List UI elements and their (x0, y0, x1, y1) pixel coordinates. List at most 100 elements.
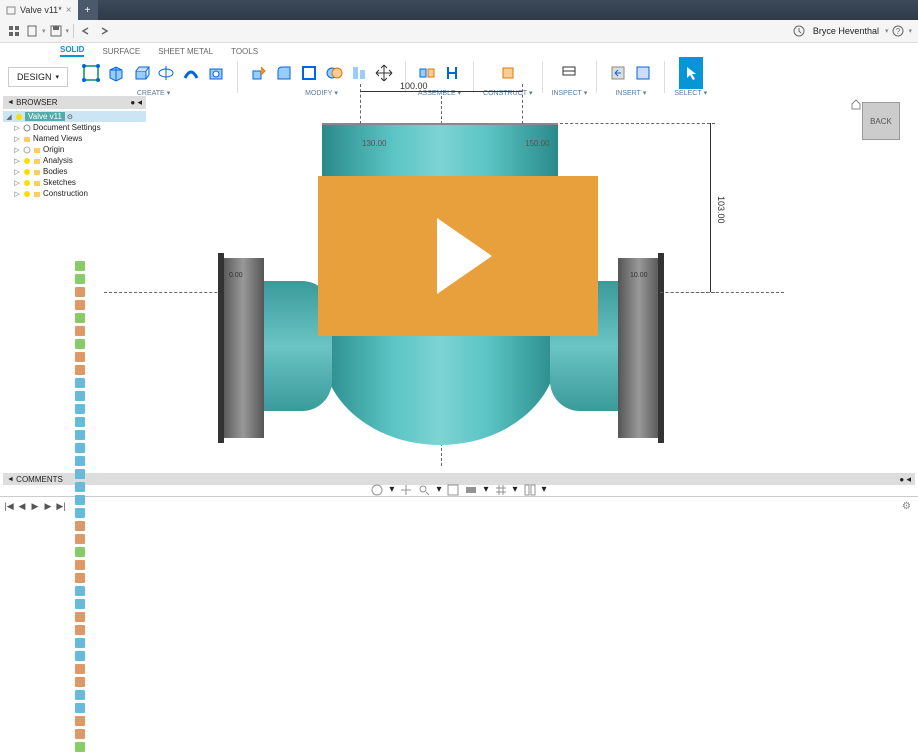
timeline-feature[interactable] (73, 571, 86, 584)
timeline-feature[interactable] (73, 337, 86, 350)
timeline-feature[interactable] (73, 675, 86, 688)
tab-tools[interactable]: TOOLS (231, 47, 258, 57)
timeline-feature[interactable] (73, 649, 86, 662)
timeline-feature[interactable] (73, 662, 86, 675)
visibility-icon[interactable] (23, 168, 31, 176)
timeline-prev[interactable]: ◀ (16, 500, 28, 512)
timeline-settings-icon[interactable]: ⚙ (902, 501, 914, 513)
tree-item-bodies[interactable]: ▷Bodies (3, 166, 146, 177)
timeline-feature[interactable] (73, 311, 86, 324)
viewports-icon[interactable] (524, 484, 536, 496)
grid-icon[interactable] (495, 484, 507, 496)
combine-button[interactable] (322, 57, 346, 89)
timeline-feature[interactable] (73, 454, 86, 467)
inspect-button[interactable] (557, 57, 581, 89)
zoom-icon[interactable] (418, 484, 430, 496)
display-icon[interactable] (465, 484, 477, 496)
timeline-feature[interactable] (73, 597, 86, 610)
pan-icon[interactable] (400, 484, 412, 496)
timeline-feature[interactable] (73, 389, 86, 402)
timeline-feature[interactable] (73, 558, 86, 571)
timeline-feature[interactable] (73, 740, 86, 753)
timeline-feature[interactable] (73, 415, 86, 428)
tree-item-namedviews[interactable]: ▷Named Views (3, 133, 146, 144)
timeline-feature[interactable] (73, 584, 86, 597)
timeline-feature[interactable] (73, 402, 86, 415)
undo-icon[interactable] (78, 23, 94, 39)
tree-root[interactable]: ◢Valve v11⊙ (3, 111, 146, 122)
timeline-feature[interactable] (73, 363, 86, 376)
timeline-feature[interactable] (73, 428, 86, 441)
tree-item-docsettings[interactable]: ▷Document Settings (3, 122, 146, 133)
browser-pin-icon[interactable]: ● (130, 98, 135, 107)
insert2-button[interactable] (631, 57, 655, 89)
hole-button[interactable] (204, 57, 228, 89)
document-tab[interactable]: Valve v11* × (0, 0, 78, 20)
fit-icon[interactable] (447, 484, 459, 496)
insert-button[interactable] (606, 57, 630, 89)
timeline-feature[interactable] (73, 285, 86, 298)
tree-item-construction[interactable]: ▷Construction (3, 188, 146, 199)
timeline-feature[interactable] (73, 701, 86, 714)
timeline-feature[interactable] (73, 272, 86, 285)
timeline-feature[interactable] (73, 532, 86, 545)
save-icon[interactable] (48, 23, 64, 39)
timeline-next[interactable]: ▶ (42, 500, 54, 512)
revolve-button[interactable] (154, 57, 178, 89)
redo-icon[interactable] (96, 23, 112, 39)
viewcube[interactable]: BACK (862, 102, 900, 140)
select-button[interactable] (679, 57, 703, 89)
browser-close-icon[interactable]: ◂ (137, 97, 142, 108)
timeline-feature[interactable] (73, 324, 86, 337)
tab-sheetmetal[interactable]: SHEET METAL (158, 47, 213, 57)
timeline-start[interactable]: |◀ (3, 500, 15, 512)
timeline-feature[interactable] (73, 623, 86, 636)
timeline-feature[interactable] (73, 545, 86, 558)
tree-item-sketches[interactable]: ▷Sketches (3, 177, 146, 188)
shell-button[interactable] (297, 57, 321, 89)
home-view-icon[interactable] (850, 98, 862, 110)
timeline-feature[interactable] (73, 636, 86, 649)
orbit-icon[interactable] (371, 484, 383, 496)
visibility-icon[interactable] (23, 179, 31, 187)
sweep-button[interactable] (179, 57, 203, 89)
workspace-switcher[interactable]: DESIGN▾ (8, 67, 68, 87)
timeline-feature[interactable] (73, 493, 86, 506)
tab-surface[interactable]: SURFACE (102, 47, 140, 57)
timeline-feature[interactable] (73, 259, 86, 272)
video-play-button[interactable] (318, 176, 598, 336)
help-icon[interactable]: ? (890, 23, 906, 39)
timeline-feature[interactable] (73, 441, 86, 454)
timeline-feature[interactable] (73, 350, 86, 363)
timeline-feature[interactable] (73, 467, 86, 480)
timeline-feature[interactable] (73, 610, 86, 623)
timeline-end[interactable]: ▶| (55, 500, 67, 512)
new-tab-button[interactable]: + (78, 0, 98, 20)
close-tab-icon[interactable]: × (66, 5, 72, 16)
visibility-icon[interactable] (15, 113, 23, 121)
timeline-feature[interactable] (73, 519, 86, 532)
timeline-feature[interactable] (73, 480, 86, 493)
visibility-icon[interactable] (23, 157, 31, 165)
sketch-button[interactable] (79, 57, 103, 89)
timeline-feature[interactable] (73, 506, 86, 519)
timeline-feature[interactable] (73, 714, 86, 727)
fillet-button[interactable] (272, 57, 296, 89)
tree-item-origin[interactable]: ▷Origin (3, 144, 146, 155)
browser-header[interactable]: ◄ BROWSER ● ◂ (3, 96, 146, 109)
timeline-feature[interactable] (73, 727, 86, 740)
joint-button[interactable] (440, 57, 464, 89)
grid-icon[interactable] (6, 23, 22, 39)
timeline-play[interactable]: ▶ (29, 500, 41, 512)
visibility-icon[interactable] (23, 190, 31, 198)
timeline-feature[interactable] (73, 298, 86, 311)
user-name[interactable]: Bryce Heventhal (809, 26, 883, 36)
tab-solid[interactable]: SOLID (60, 45, 84, 57)
extrude-button[interactable] (129, 57, 153, 89)
visibility-icon[interactable] (23, 146, 31, 154)
pressull-button[interactable] (247, 57, 271, 89)
tree-item-analysis[interactable]: ▷Analysis (3, 155, 146, 166)
file-icon[interactable] (24, 23, 40, 39)
timeline-feature[interactable] (73, 376, 86, 389)
clock-icon[interactable] (791, 23, 807, 39)
